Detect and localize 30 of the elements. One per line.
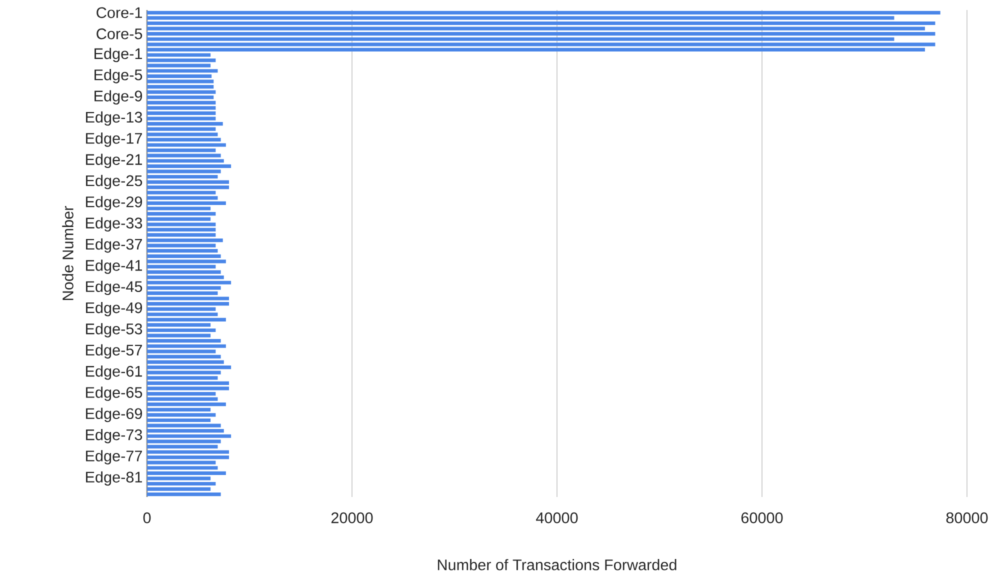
y-tick-label: Edge-1 — [94, 48, 142, 62]
x-tick-label: 40000 — [536, 512, 578, 524]
y-tick-label: Edge-53 — [86, 323, 142, 338]
y-tick-label: Edge-49 — [86, 302, 142, 316]
y-tick-label: Edge-45 — [86, 280, 142, 296]
x-axis-title: Number of Transactions Forwarded — [438, 559, 676, 570]
y-tick-label: Edge-17 — [86, 132, 142, 147]
y-tick-label: Edge-21 — [86, 154, 142, 168]
y-tick-label: Edge-81 — [86, 471, 142, 486]
y-tick-label: Edge-61 — [86, 365, 142, 380]
y-tick-label: Edge-57 — [86, 344, 142, 359]
y-tick-label: Edge-25 — [86, 174, 142, 190]
x-tick-label: 0 — [143, 512, 151, 524]
x-tick-label: 60000 — [741, 512, 783, 524]
y-tick-label: Edge-73 — [86, 428, 142, 444]
y-tick-label: Edge-41 — [86, 260, 142, 274]
y-tick-label: Edge-5 — [94, 69, 142, 84]
y-tick-label: Edge-9 — [94, 90, 142, 104]
y-tick-label: Edge-65 — [86, 386, 142, 401]
y-tick-label: Edge-29 — [86, 196, 142, 210]
x-tick-label: 20000 — [331, 512, 373, 524]
y-tick-label: Edge-69 — [86, 408, 142, 422]
y-tick-label: Edge-37 — [86, 238, 142, 253]
y-tick-label: Edge-33 — [86, 217, 142, 232]
y-tick-label: Core-1 — [96, 7, 142, 18]
y-tick-label: Edge-13 — [86, 111, 142, 126]
y-tick-label: Edge-77 — [86, 450, 142, 464]
y-axis-title: Node Number — [62, 206, 74, 300]
y-tick-label: Core-5 — [96, 28, 142, 40]
x-tick-label: 80000 — [946, 512, 988, 524]
